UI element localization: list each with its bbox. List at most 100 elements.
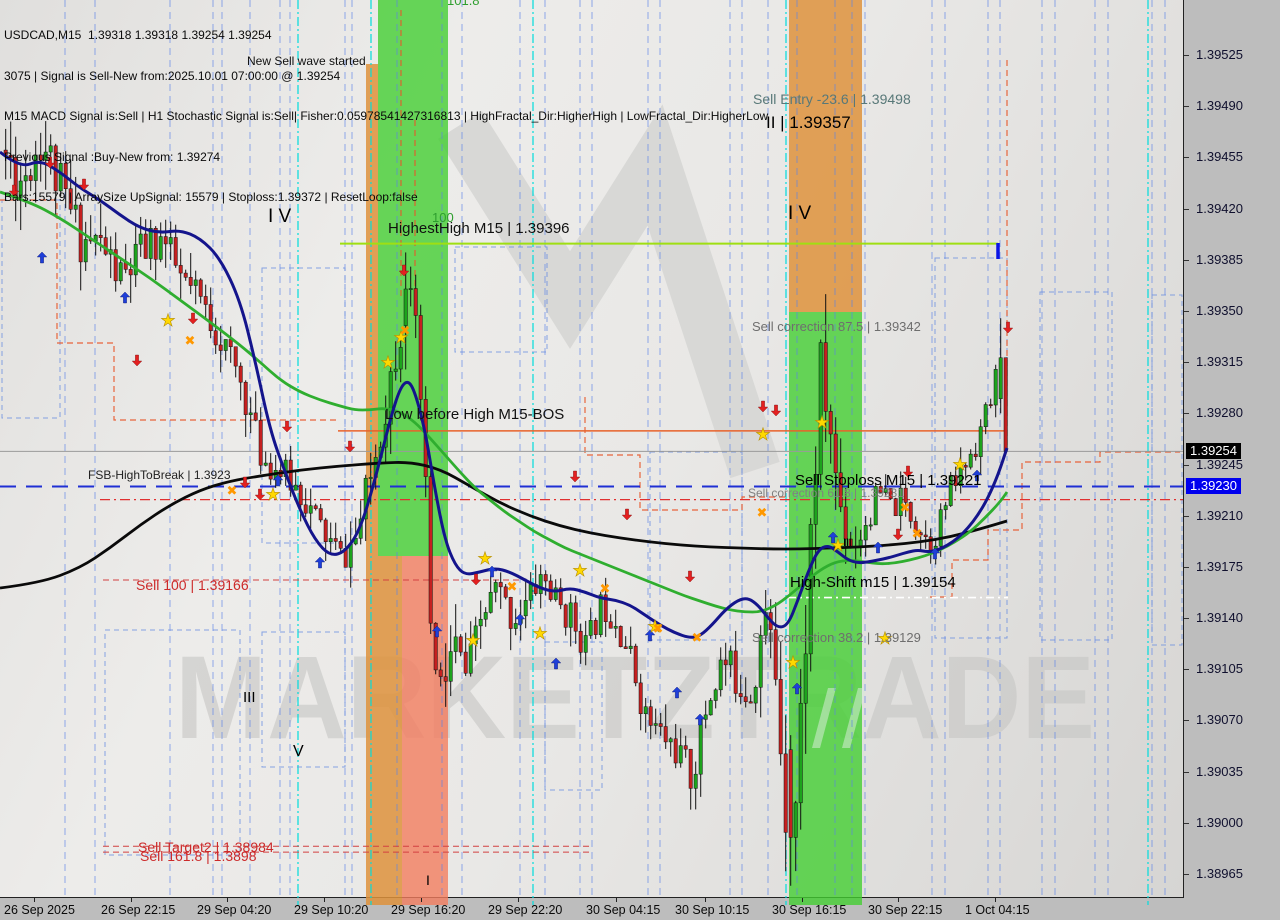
candle <box>558 587 563 606</box>
exit-cross-icon: ✖ <box>653 622 664 637</box>
star-signal-icon: ★ <box>647 617 662 637</box>
buy-arrow-icon <box>971 469 983 482</box>
candle <box>738 693 743 697</box>
candle <box>888 488 893 499</box>
time-tick-label: 26 Sep 22:15 <box>101 903 176 917</box>
sell-arrow-icon <box>8 184 20 197</box>
chart-annotation: Sell Target2 | 1.38984 <box>138 839 274 855</box>
candle <box>748 701 753 704</box>
candle <box>158 236 163 260</box>
fractal-channel-line <box>584 397 790 511</box>
candle <box>758 635 763 688</box>
exit-cross-icon: ✖ <box>600 582 611 597</box>
broker-logo-watermark <box>437 104 780 479</box>
candle <box>563 604 568 628</box>
candle <box>618 626 623 647</box>
candle <box>68 188 73 210</box>
chart-annotation: I V <box>788 203 812 224</box>
channel-box <box>261 267 346 544</box>
candle <box>43 151 48 161</box>
star-signal-icon: ★ <box>572 561 587 581</box>
candle <box>573 602 578 632</box>
candle <box>658 723 663 727</box>
price-tick <box>1184 874 1189 875</box>
price-tick <box>1184 772 1189 773</box>
buy-arrow-icon <box>486 565 498 578</box>
chart-annotation: II | 1.39357 <box>766 113 851 132</box>
candle <box>538 574 543 594</box>
candle <box>238 365 243 383</box>
candle <box>188 277 193 286</box>
star-signal-icon: ★ <box>160 311 175 331</box>
time-tick <box>518 898 519 902</box>
channel-box <box>104 629 241 856</box>
time-axis[interactable]: 26 Sep 2025 26 Sep 22:15 29 Sep 04:20 29 Se… <box>0 898 1280 920</box>
candle <box>118 262 123 282</box>
buy-arrow-icon <box>272 474 284 487</box>
candle <box>898 487 903 517</box>
sell-arrow-icon <box>239 476 251 489</box>
candle <box>498 582 503 588</box>
chart-annotation: 101.8 <box>447 0 480 8</box>
candle <box>823 342 828 412</box>
candle <box>268 462 273 480</box>
candle <box>878 486 883 493</box>
candle <box>868 524 873 527</box>
price-tick <box>1184 157 1189 158</box>
candle <box>863 525 868 541</box>
fractal-channel-line <box>0 199 338 421</box>
price-tick-label: 1.39315 <box>1196 354 1243 369</box>
candle <box>488 591 493 613</box>
chart-annotation: V <box>293 743 304 760</box>
candle <box>788 749 793 838</box>
candle <box>543 574 548 582</box>
sell-arrow-icon <box>344 440 356 453</box>
star-signal-icon: ★ <box>477 549 492 569</box>
candle <box>398 347 403 370</box>
candle <box>913 521 918 533</box>
session-band <box>789 0 862 312</box>
candle <box>333 538 338 542</box>
candle <box>858 539 863 547</box>
candle <box>38 154 43 161</box>
channel-box <box>1 199 61 419</box>
price-tick-label: 1.39210 <box>1196 508 1243 523</box>
candle <box>103 237 108 255</box>
fast-ma-line <box>0 150 1009 639</box>
candle <box>608 621 613 629</box>
buy-arrow-icon <box>36 251 48 264</box>
candle <box>153 228 158 260</box>
candle <box>328 538 333 543</box>
candle <box>808 524 813 655</box>
candle <box>678 745 683 764</box>
candle <box>473 625 478 645</box>
exit-cross-icon: ✖ <box>692 631 703 646</box>
star-signal-icon: ★ <box>785 653 800 673</box>
candle <box>588 620 593 636</box>
time-tick-label: 26 Sep 2025 <box>4 903 75 917</box>
time-tick <box>34 898 35 902</box>
candle <box>613 626 618 629</box>
price-axis[interactable]: 1.39525 1.39490 1.39455 1.39420 1.39385 1.393… <box>1184 0 1280 897</box>
time-tick <box>227 898 228 902</box>
candle <box>303 504 308 514</box>
candle <box>623 646 628 649</box>
channel-box <box>649 451 743 641</box>
price-tick-label: 1.39490 <box>1196 98 1243 113</box>
time-tick-label: 30 Sep 10:15 <box>675 903 750 917</box>
channel-box <box>1151 294 1183 646</box>
candle <box>443 676 448 682</box>
candle <box>753 687 758 704</box>
candle <box>873 486 878 526</box>
price-tick <box>1184 106 1189 107</box>
star-signal-icon: ★ <box>814 413 829 433</box>
buy-arrow-icon <box>791 682 803 695</box>
candle <box>783 753 788 833</box>
fsb-level-badge: 1.39230 <box>1186 478 1241 494</box>
candle <box>293 484 298 491</box>
channel-box <box>544 641 603 791</box>
candle <box>673 738 678 764</box>
candle <box>643 706 648 715</box>
